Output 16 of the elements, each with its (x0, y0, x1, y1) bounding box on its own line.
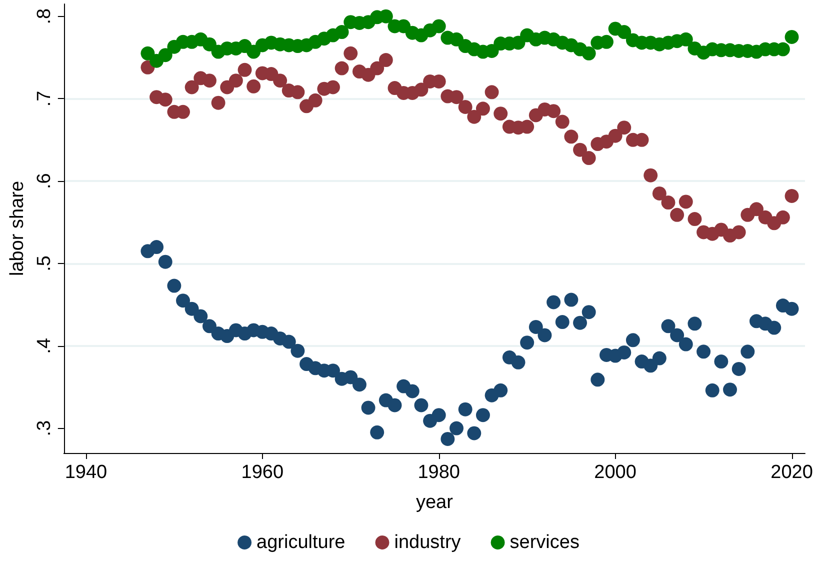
y-tick-label: .6 (34, 173, 55, 190)
x-tick-label: 1980 (418, 462, 460, 483)
x-tick-label: 1960 (241, 462, 284, 483)
y-tick-label: .7 (34, 90, 55, 107)
y-tick-label: .5 (34, 256, 55, 272)
y-axis-title: labor share (7, 180, 28, 276)
x-axis-title: year (416, 492, 454, 513)
y-tick-label: .4 (34, 338, 55, 354)
x-tick-label: 2020 (770, 462, 813, 483)
legend-label: agriculture (256, 532, 346, 553)
legend-label: industry (394, 532, 462, 553)
y-tick-label: .3 (34, 420, 55, 436)
legend-label: services (510, 532, 580, 553)
x-tick-label: 1940 (64, 462, 108, 483)
x-tick-label: 2000 (594, 462, 636, 483)
y-tick-label: .8 (34, 8, 55, 24)
